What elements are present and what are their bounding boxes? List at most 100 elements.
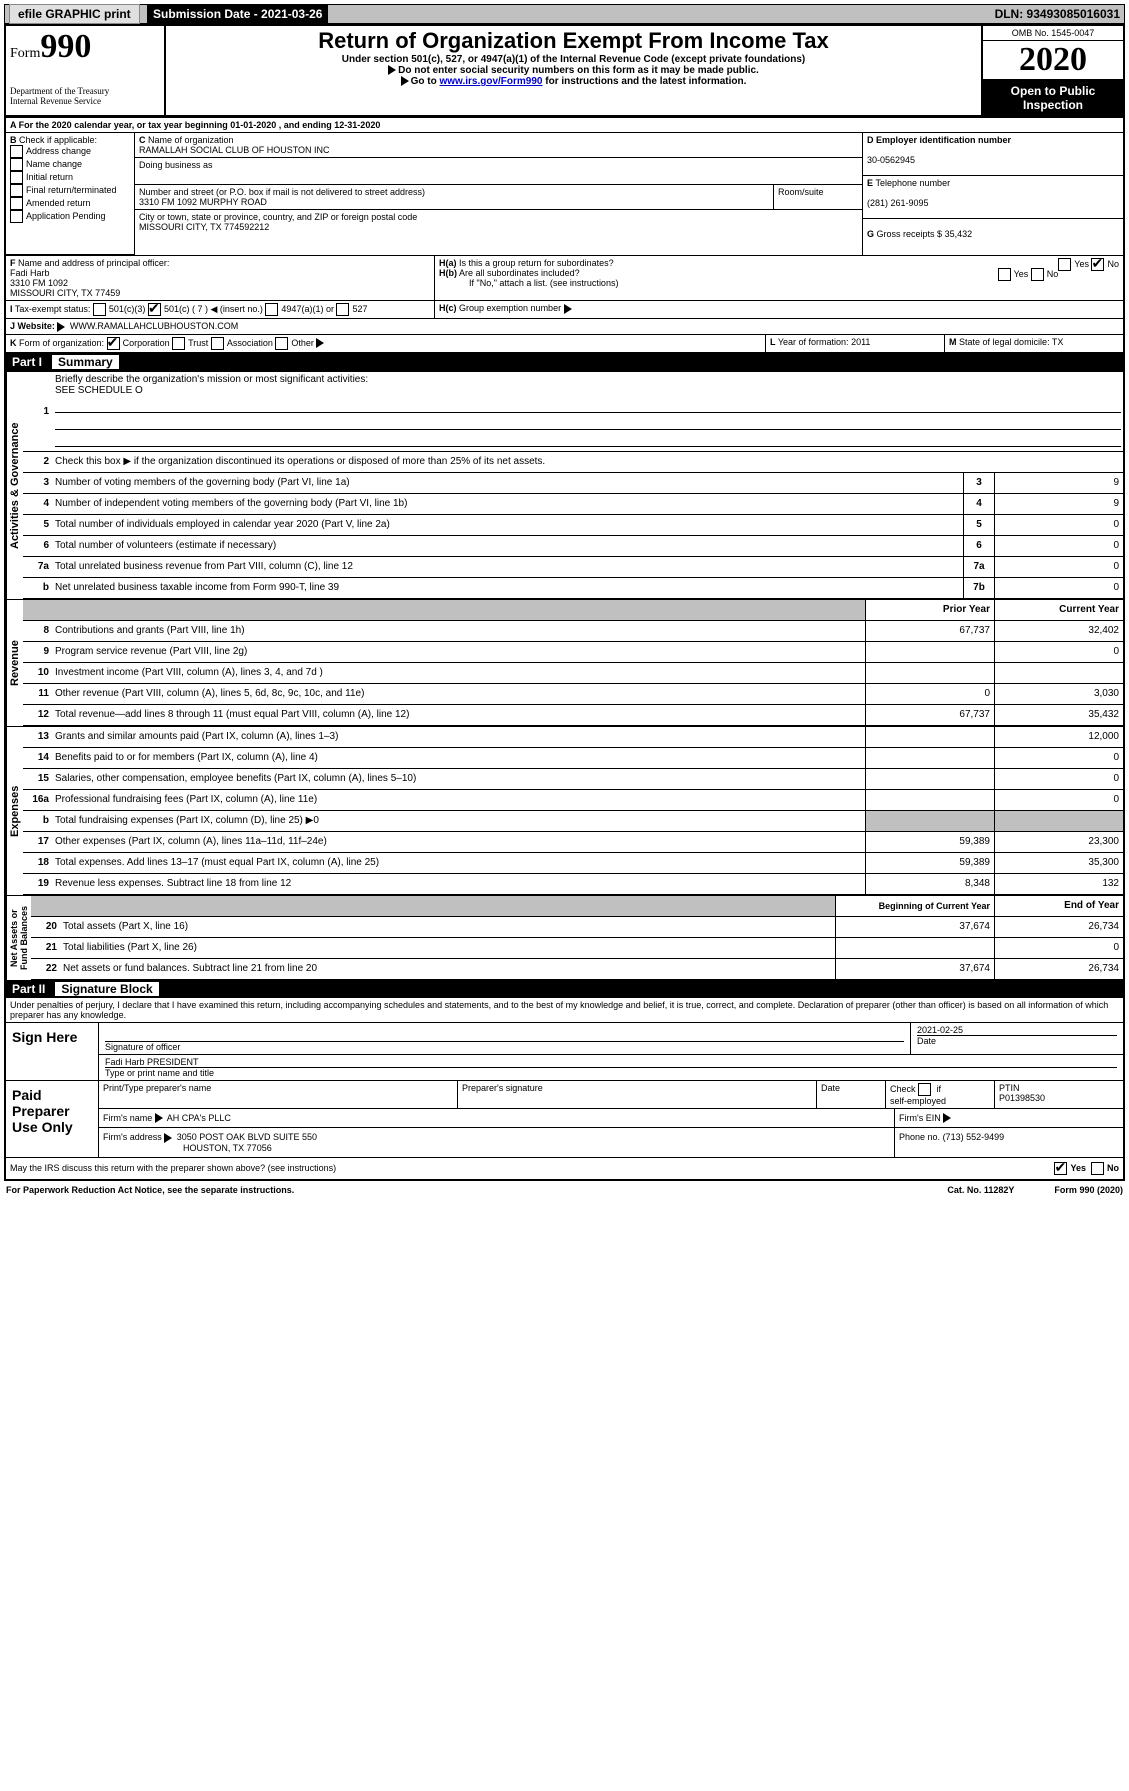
part-i-subtitle: Summary [52,355,119,369]
cb-self-emp[interactable] [918,1083,931,1096]
cb-501c[interactable] [148,303,161,316]
b-app: Application Pending [26,211,106,221]
l18n: 18 [23,857,53,868]
l3v: 9 [994,473,1123,493]
q1: Briefly describe the organization's miss… [55,374,368,385]
form-id-cell: Form990 Department of the Treasury Inter… [6,26,166,116]
tax-year-line: For the 2020 calendar year, or tax year … [19,120,381,130]
part-ii-title: Part II [12,982,45,996]
cb-527[interactable] [336,303,349,316]
l13p [865,727,994,747]
cb-4947[interactable] [265,303,278,316]
top-bar: efile GRAPHIC print Submission Date - 20… [4,4,1125,24]
t-c: 501(c) ( 7 ) [164,304,208,314]
city-label: City or town, state or province, country… [139,212,417,222]
omb-number: OMB No. 1545-0047 [983,26,1123,41]
ha-no[interactable] [1091,258,1104,271]
l9c: 0 [994,642,1123,662]
l7an: 7a [23,561,53,572]
irs-link[interactable]: www.irs.gov/Form990 [439,76,542,87]
prep-name-label: Print/Type preparer's name [99,1081,458,1108]
k-label: Form of organization: [19,338,104,348]
yes2: Yes [1014,269,1029,279]
name-title-label: Type or print name and title [105,1068,1117,1078]
l14p [865,748,994,768]
k-corp: Corporation [123,338,170,348]
checkbox-final[interactable] [10,184,23,197]
cb-other[interactable] [275,337,288,350]
cb-trust[interactable] [172,337,185,350]
footer-form: Form 990 (2020) [1054,1185,1123,1195]
l-label: Year of formation: [778,337,849,347]
l17n: 17 [23,836,53,847]
l19n: 19 [23,878,53,889]
hb-yes[interactable] [998,268,1011,281]
l4n: 4 [23,498,53,509]
no1: No [1107,259,1119,269]
checkbox-initial[interactable] [10,171,23,184]
footer-cat: Cat. No. 11282Y [947,1185,1014,1195]
l17p: 59,389 [865,832,994,852]
form-subtitle-2: Do not enter social security numbers on … [398,65,759,76]
l11c: 3,030 [994,684,1123,704]
l8p: 67,737 [865,621,994,641]
l5n: 5 [23,519,53,530]
l17c: 23,300 [994,832,1123,852]
dept-treasury: Department of the Treasury Internal Reve… [10,86,160,106]
l11n: 11 [23,688,53,699]
cb-assoc[interactable] [211,337,224,350]
efile-print-button[interactable]: efile GRAPHIC print [9,4,140,24]
section-f: F Name and address of principal officer:… [6,256,435,301]
col-prior: Prior Year [865,600,994,620]
section-l: L Year of formation: 2011 [766,335,945,353]
addr-label: Number and street (or P.O. box if mail i… [139,187,425,197]
l22p: 37,674 [835,959,994,979]
b-amended: Amended return [26,198,91,208]
hc-text: Group exemption number [459,303,561,313]
yes1: Yes [1074,259,1089,269]
net-assets-section: Net Assets or Fund Balances Beginning of… [6,895,1123,980]
ha-text: Is this a group return for subordinates? [459,258,614,268]
l18t: Total expenses. Add lines 13–17 (must eq… [53,855,865,870]
cb-corp[interactable] [107,337,120,350]
section-c: C Name of organization RAMALLAH SOCIAL C… [135,133,862,255]
discuss-no[interactable] [1091,1162,1104,1175]
ha-yes[interactable] [1058,258,1071,271]
l12p: 67,737 [865,705,994,725]
firm-phone-label: Phone no. [899,1132,940,1142]
checkbox-app[interactable] [10,210,23,223]
l6v: 0 [994,536,1123,556]
l15t: Salaries, other compensation, employee b… [53,771,865,786]
section-a: A For the 2020 calendar year, or tax yea… [6,118,1123,133]
org-name: RAMALLAH SOCIAL CLUB OF HOUSTON INC [139,145,330,155]
l16bc [994,811,1123,831]
l5v: 0 [994,515,1123,535]
checkbox-amended[interactable] [10,197,23,210]
l22c: 26,734 [994,959,1123,979]
l10n: 10 [23,667,53,678]
checkbox-name[interactable] [10,158,23,171]
revenue-section: Revenue Prior YearCurrent Year 8Contribu… [6,599,1123,726]
l19t: Revenue less expenses. Subtract line 18 … [53,876,865,891]
l16ac: 0 [994,790,1123,810]
no2: No [1047,269,1059,279]
l16ap [865,790,994,810]
l15c: 0 [994,769,1123,789]
officer-addr2: MISSOURI CITY, TX 77459 [10,288,120,298]
t-insert: (insert no.) [220,304,263,314]
l13t: Grants and similar amounts paid (Part IX… [53,729,865,744]
cb-501c3[interactable] [93,303,106,316]
l21p [835,938,994,958]
discuss-yes[interactable] [1054,1162,1067,1175]
firm-name-label: Firm's name [103,1113,152,1123]
officer-addr1: 3310 FM 1092 [10,278,68,288]
l9n: 9 [23,646,53,657]
hb-no[interactable] [1031,268,1044,281]
k-trust: Trust [188,338,208,348]
dba-label: Doing business as [139,160,213,170]
l20c: 26,734 [994,917,1123,937]
q2: Check this box ▶ if the organization dis… [53,454,1123,469]
checkbox-address[interactable] [10,145,23,158]
b-name: Name change [26,159,82,169]
form-title: Return of Organization Exempt From Incom… [170,28,977,54]
